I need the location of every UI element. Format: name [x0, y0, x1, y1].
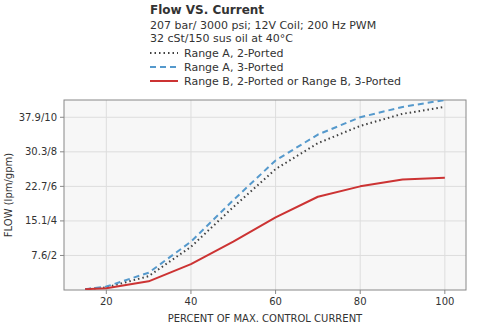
grid-line	[360, 100, 361, 290]
chart-svg: Flow VS. Current 207 bar/ 3000 psi; 12V C…	[0, 0, 478, 330]
legend-swatch	[150, 80, 178, 82]
y-tick-label: 37.9/10	[19, 112, 57, 123]
x-tick	[360, 290, 361, 294]
x-tick-label: 20	[100, 296, 113, 307]
axes: 7.6/2 15.1/4 22.7/6 30.3/8 37.9/10 20 40 60 80 10…	[19, 112, 455, 307]
title: Flow VS. Current	[150, 3, 264, 17]
plot-frame	[64, 100, 466, 290]
legend: Range A, 2-PortedRange A, 3-PortedRange …	[150, 47, 401, 88]
legend-entry: Range B, 2-Ported or Range B, 3-Ported	[184, 75, 401, 88]
y-tick	[60, 186, 64, 187]
series-line	[85, 100, 445, 289]
subtitle: 207 bar/ 3000 psi; 12V Coil; 200 Hz PWM	[150, 19, 376, 32]
y-tick	[60, 117, 64, 118]
legend-swatch	[150, 52, 178, 54]
x-tick-label: 100	[435, 296, 454, 307]
grid-line	[106, 100, 107, 290]
series-line	[85, 107, 445, 289]
y-tick-label: 15.1/4	[25, 215, 57, 226]
y-tick-label: 22.7/6	[25, 181, 57, 192]
y-tick	[60, 220, 64, 221]
grid-line	[190, 100, 191, 290]
grid-line	[64, 220, 466, 221]
x-tick	[275, 290, 276, 294]
y-tick-label: 7.6/2	[31, 250, 57, 261]
grid-line	[275, 100, 276, 290]
legend-swatch	[150, 66, 178, 68]
series-line	[85, 178, 445, 289]
x-tick	[444, 290, 445, 294]
x-tick	[106, 290, 107, 294]
grid-line	[64, 255, 466, 256]
plot-background	[64, 100, 466, 290]
series-lines	[85, 100, 445, 289]
x-tick-label: 60	[269, 296, 282, 307]
x-tick-label: 80	[354, 296, 367, 307]
grid-line	[444, 100, 445, 290]
grid-line	[64, 151, 466, 152]
grid-line	[64, 117, 466, 118]
x-axis-label: PERCENT OF MAX. CONTROL CURRENT	[168, 313, 363, 324]
legend-entry: Range A, 3-Ported	[184, 61, 283, 74]
chart-container: Flow VS. Current 207 bar/ 3000 psi; 12V C…	[0, 0, 478, 330]
grid	[64, 100, 466, 290]
x-tick	[190, 290, 191, 294]
grid-line	[64, 186, 466, 187]
y-tick	[60, 151, 64, 152]
subtitle: 32 cSt/150 sus oil at 40°C	[150, 32, 293, 45]
y-tick-label: 30.3/8	[25, 146, 57, 157]
legend-entry: Range A, 2-Ported	[184, 47, 283, 60]
y-tick	[60, 255, 64, 256]
x-tick-label: 40	[185, 296, 198, 307]
y-axis-label: FLOW (lpm/gpm)	[3, 153, 14, 237]
